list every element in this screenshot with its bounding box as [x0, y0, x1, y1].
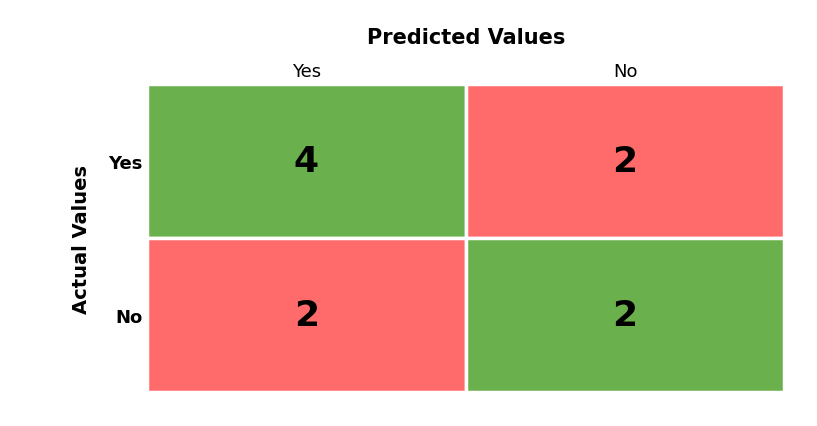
Y-axis label: Actual Values: Actual Values — [72, 164, 92, 313]
Bar — [147, 85, 466, 239]
Text: 2: 2 — [294, 298, 319, 332]
Bar — [466, 85, 784, 239]
Text: 2: 2 — [613, 145, 637, 179]
Title: Predicted Values: Predicted Values — [367, 28, 565, 48]
Bar — [147, 239, 466, 392]
Bar — [466, 239, 784, 392]
Text: 2: 2 — [613, 298, 637, 332]
Text: 4: 4 — [294, 145, 319, 179]
